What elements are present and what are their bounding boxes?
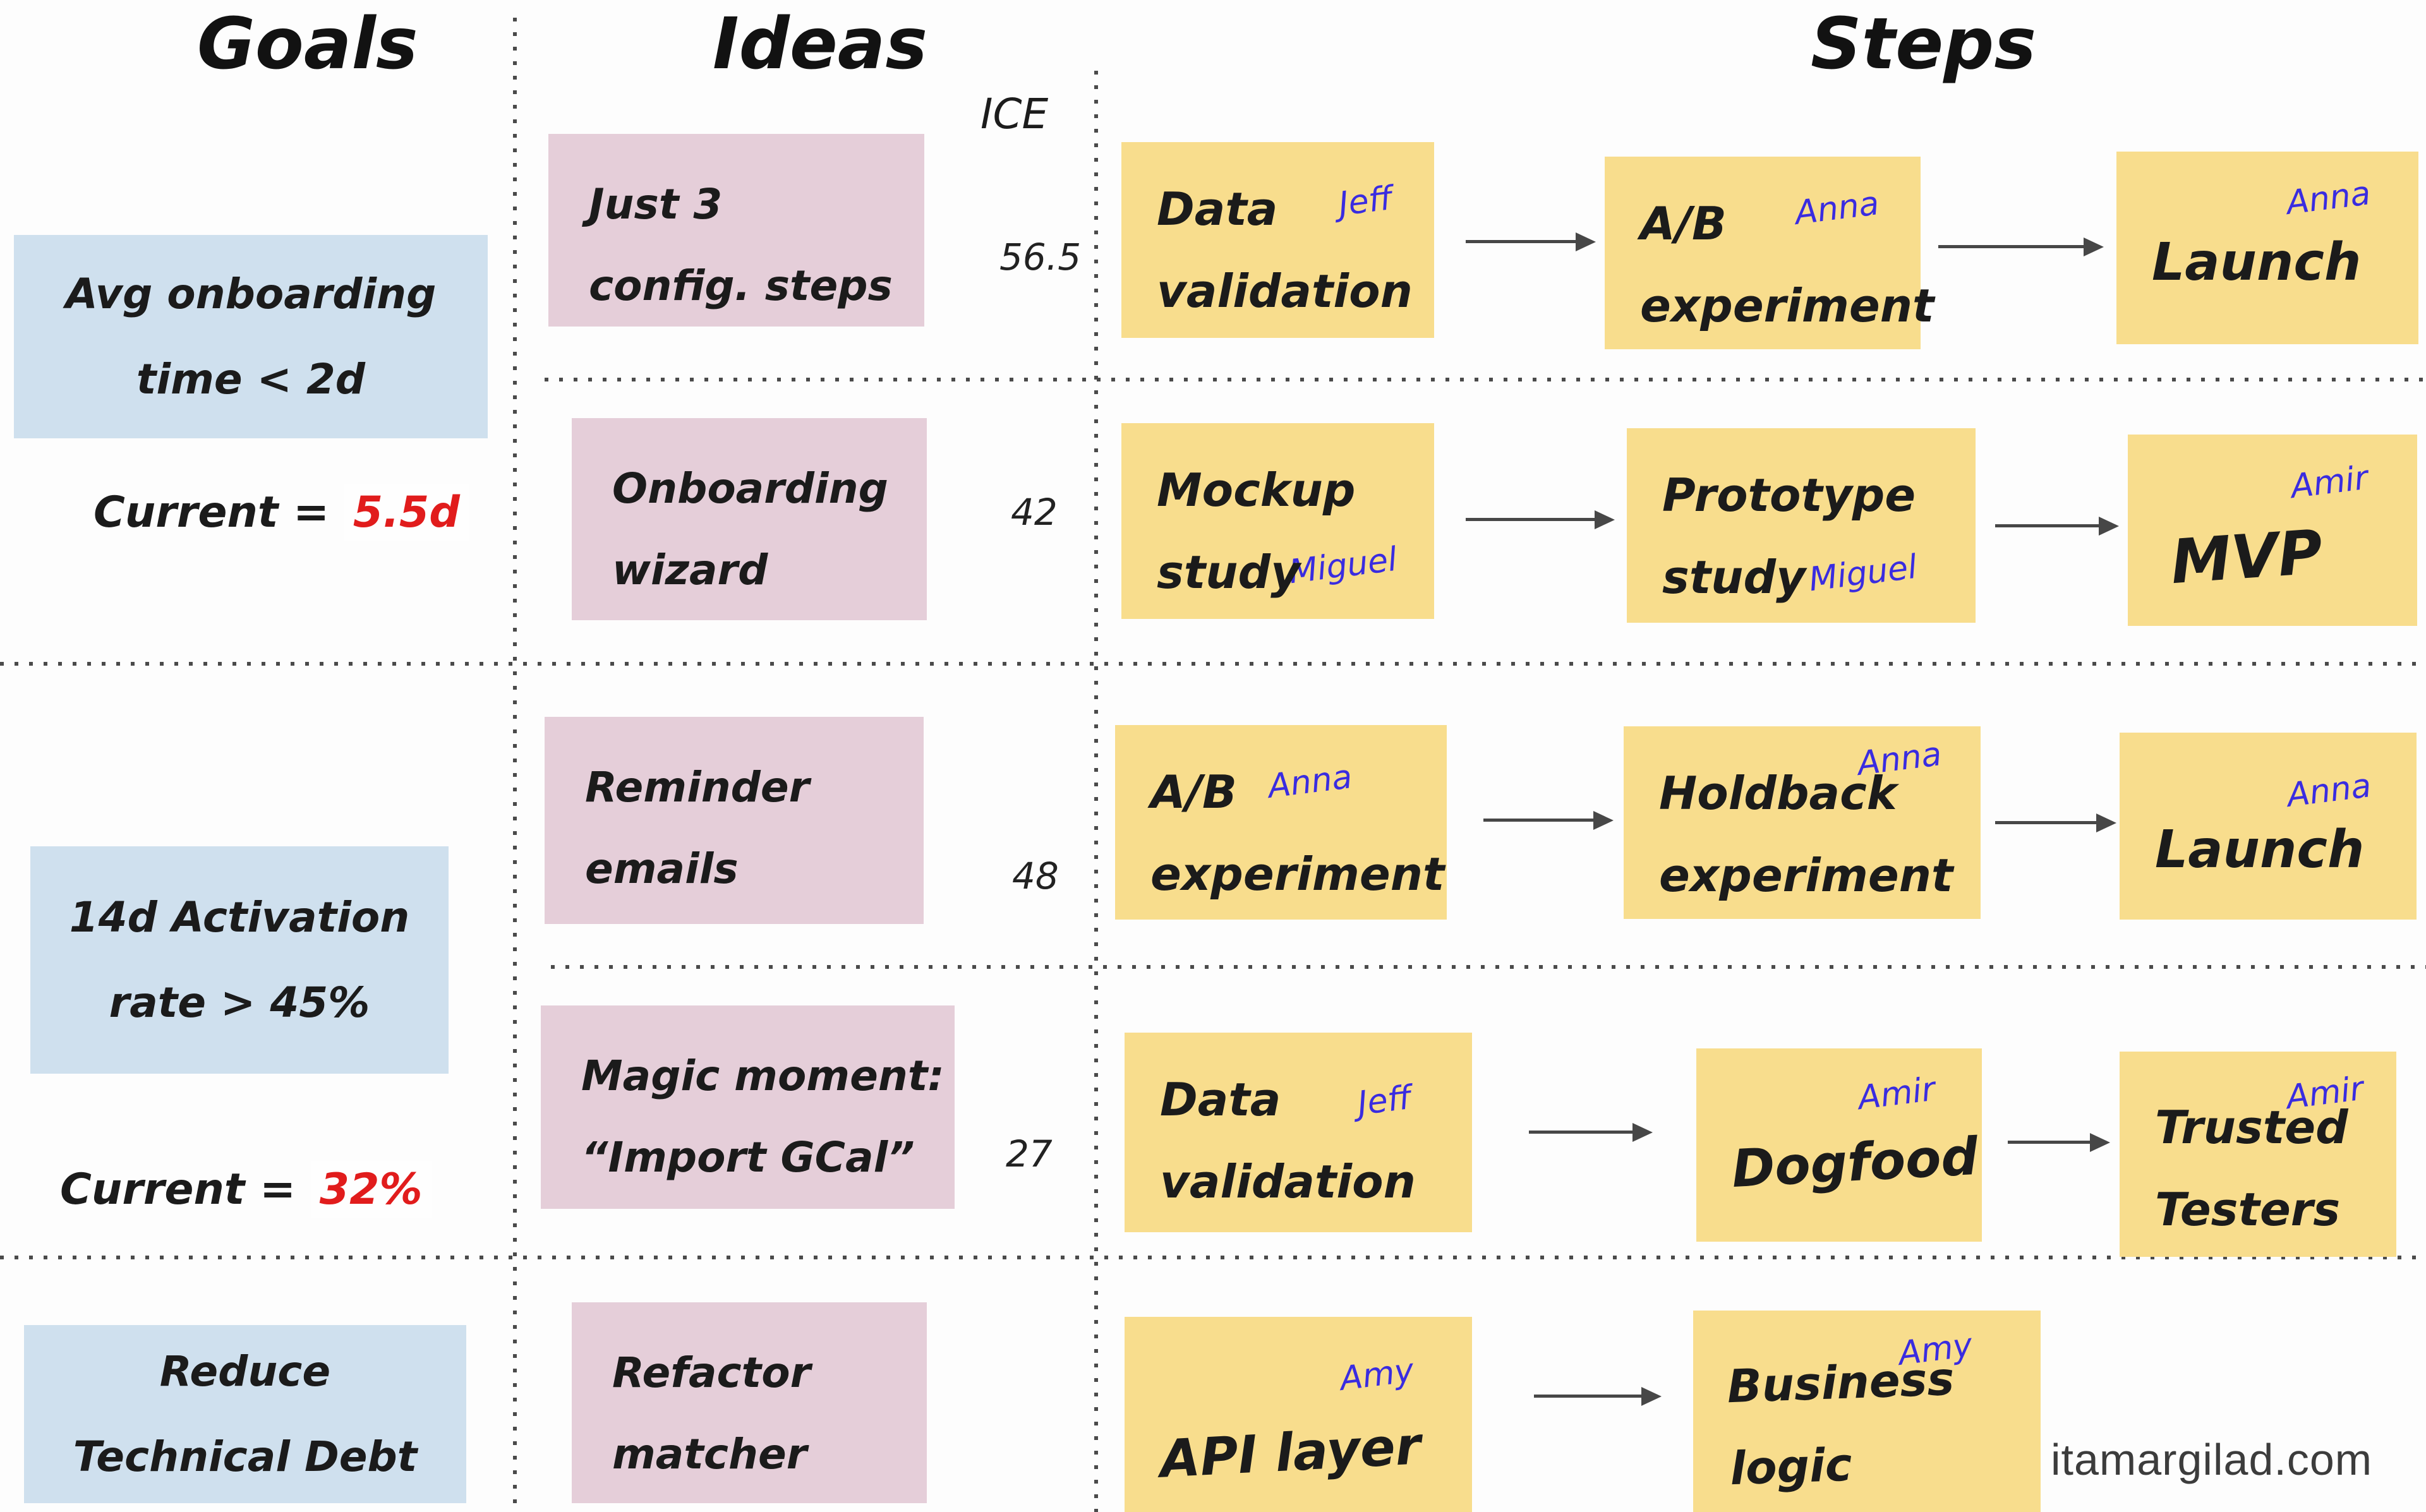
step-note-business-logic[interactable]: Amy Business logic <box>1693 1311 2041 1512</box>
idea-row-divider-2 <box>551 965 2426 969</box>
ice-score: 27 <box>1006 1132 1053 1175</box>
ice-score-header: ICE <box>981 90 1049 138</box>
idea-text: emails <box>585 844 739 893</box>
step-note-launch[interactable]: Anna Launch <box>2120 733 2417 920</box>
step-text: Mockup study <box>1157 464 1356 599</box>
idea-text: wizard <box>612 545 768 594</box>
steps-column-header: Steps <box>1811 3 2036 85</box>
flow-arrow <box>1466 518 1611 521</box>
flow-arrow <box>1529 1131 1649 1134</box>
step-text: Data validation <box>1160 1073 1416 1208</box>
idea-text: matcher <box>612 1429 807 1479</box>
step-text: Launch <box>2152 232 2362 292</box>
goal-text: 14d Activation <box>69 892 410 942</box>
ideas-column-header: Ideas <box>713 3 928 85</box>
goal-text: Technical Debt <box>73 1432 418 1481</box>
goal-text: rate > 45% <box>109 978 370 1027</box>
step-note-mvp[interactable]: Amir MVP <box>2128 435 2417 626</box>
idea-card-magic-moment[interactable]: Magic moment: “Import GCal” <box>541 1005 955 1209</box>
goal-card-onboarding-time[interactable]: Avg onboarding time < 2d <box>14 235 488 438</box>
step-note-holdback-experiment[interactable]: Anna Holdback experiment <box>1624 726 1981 919</box>
ice-score: 42 <box>1011 491 1058 534</box>
step-note-ab-experiment[interactable]: Anna A/B experiment <box>1115 725 1447 920</box>
current-value: 32% <box>310 1161 431 1218</box>
idea-text: “Import GCal” <box>581 1132 915 1182</box>
step-note-prototype-study[interactable]: Miguel Prototype study <box>1627 428 1976 623</box>
goal-text: Avg onboarding <box>65 269 437 318</box>
step-text: A/B experiment <box>1150 765 1445 901</box>
idea-text: Just 3 <box>589 180 723 229</box>
owner-name: Amy <box>1337 1352 1416 1398</box>
owner-name: Amir <box>1856 1070 1938 1118</box>
flow-arrow <box>1995 524 2115 527</box>
step-note-mockup-study[interactable]: Miguel Mockup study <box>1121 423 1434 619</box>
idea-text: Reminder <box>585 763 810 812</box>
current-value: 5.5d <box>344 484 469 541</box>
idea-card-config-steps[interactable]: Just 3 config. steps <box>548 134 924 327</box>
step-text: Data validation <box>1157 183 1413 318</box>
flow-arrow <box>1466 240 1592 243</box>
ice-score: 56.5 <box>999 236 1082 279</box>
idea-text: Magic moment: <box>581 1052 944 1100</box>
step-note-data-validation[interactable]: Jeff Data validation <box>1121 142 1434 338</box>
flow-arrow <box>2008 1141 2106 1144</box>
step-text: Launch <box>2155 820 2365 880</box>
step-text: Holdback experiment <box>1659 767 1953 902</box>
step-note-launch[interactable]: Anna Launch <box>2116 152 2418 344</box>
current-label: Current = <box>60 1165 296 1215</box>
step-text: API layer <box>1158 1416 1423 1490</box>
website-watermark[interactable]: itamargilad.com <box>2051 1435 2373 1484</box>
step-text: Business logic <box>1726 1352 1955 1495</box>
flow-arrow <box>1938 245 2100 248</box>
flow-arrow <box>1995 821 2113 824</box>
goal-card-activation-rate[interactable]: 14d Activation rate > 45% <box>30 846 449 1074</box>
goals-ideas-divider <box>513 18 517 1512</box>
step-text: Trusted Testers <box>2155 1101 2348 1236</box>
idea-text: Onboarding <box>612 464 888 513</box>
ice-steps-divider <box>1094 71 1098 1512</box>
idea-text: config. steps <box>589 261 893 310</box>
goal-section-divider-1 <box>0 662 2426 666</box>
step-note-api-layer[interactable]: Amy API layer <box>1125 1317 1472 1512</box>
idea-card-reminder-emails[interactable]: Reminder emails <box>545 717 924 924</box>
idea-text: Refactor <box>612 1348 811 1397</box>
goal-section-divider-2 <box>0 1256 2426 1259</box>
step-text: Prototype study <box>1662 469 1916 604</box>
flow-arrow <box>1534 1395 1658 1398</box>
step-text: Dogfood <box>1730 1126 1980 1200</box>
step-note-ab-experiment[interactable]: Anna A/B experiment <box>1605 157 1934 349</box>
step-note-data-validation[interactable]: Jeff Data validation <box>1125 1033 1472 1232</box>
goals-column-header: Goals <box>197 3 418 85</box>
goal-card-technical-debt[interactable]: Reduce Technical Debt <box>24 1325 466 1503</box>
step-note-trusted-testers[interactable]: Amir Trusted Testers <box>2120 1052 2396 1257</box>
owner-name: Anna <box>2284 174 2373 222</box>
step-note-dogfood[interactable]: Amir Dogfood <box>1696 1048 1982 1242</box>
step-text: A/B experiment <box>1640 197 1934 332</box>
idea-card-refactor-matcher[interactable]: Refactor matcher <box>572 1302 927 1503</box>
owner-name: Amir <box>2288 459 2370 507</box>
goal-current-metric: Current = 5.5d <box>94 484 469 541</box>
goal-text: Reduce <box>159 1347 331 1396</box>
goal-text: time < 2d <box>136 355 366 404</box>
idea-row-divider-1 <box>545 378 2426 381</box>
flow-arrow <box>1483 819 1610 822</box>
ice-score: 48 <box>1012 855 1059 897</box>
goal-current-metric: Current = 32% <box>60 1161 431 1218</box>
idea-card-onboarding-wizard[interactable]: Onboarding wizard <box>572 418 927 620</box>
step-text: MVP <box>2168 516 2325 598</box>
current-label: Current = <box>94 488 330 537</box>
